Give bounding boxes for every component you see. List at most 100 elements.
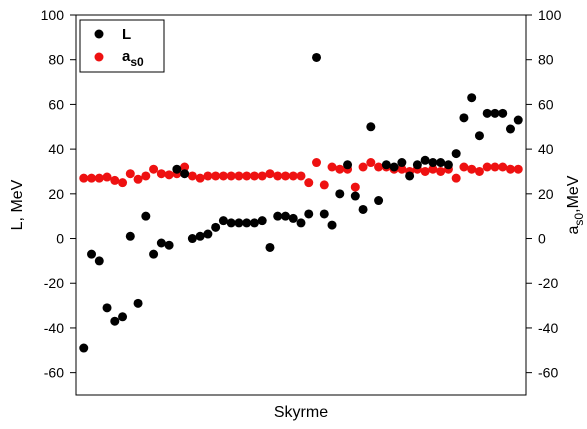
y-tick-label-right: 60 bbox=[538, 96, 554, 112]
data-point-as0 bbox=[327, 162, 337, 172]
data-point-l bbox=[490, 108, 500, 118]
data-point-l bbox=[141, 211, 151, 221]
data-point-as0 bbox=[226, 171, 236, 181]
data-point-as0 bbox=[118, 178, 128, 188]
y-tick-label-right: 20 bbox=[538, 186, 554, 202]
data-point-as0 bbox=[490, 162, 500, 172]
y-tick-label-right: 100 bbox=[538, 7, 562, 23]
data-point-l bbox=[87, 249, 97, 259]
data-point-l bbox=[195, 231, 205, 241]
y-tick-label-left: -40 bbox=[44, 320, 64, 336]
data-point-l bbox=[513, 115, 523, 125]
data-point-l bbox=[79, 343, 89, 353]
data-point-as0 bbox=[513, 164, 523, 174]
data-point-as0 bbox=[164, 170, 174, 180]
data-point-l bbox=[110, 316, 120, 326]
data-point-as0 bbox=[218, 171, 228, 181]
data-point-as0 bbox=[187, 171, 197, 181]
data-point-as0 bbox=[436, 166, 446, 176]
legend-marker-l bbox=[94, 29, 104, 39]
data-point-as0 bbox=[125, 169, 135, 179]
y-tick-label-left: -60 bbox=[44, 365, 64, 381]
data-point-as0 bbox=[474, 166, 484, 176]
legend-label-as0-sub: s0 bbox=[130, 55, 144, 69]
data-point-l bbox=[133, 298, 143, 308]
data-point-as0 bbox=[94, 173, 104, 183]
data-point-l bbox=[249, 218, 259, 228]
y-tick-label-left: 80 bbox=[48, 52, 64, 68]
y-tick-label-left: 100 bbox=[41, 7, 65, 23]
data-point-as0 bbox=[133, 174, 143, 184]
data-point-l bbox=[273, 211, 283, 221]
data-point-l bbox=[319, 209, 329, 219]
data-point-l bbox=[304, 209, 314, 219]
data-point-l bbox=[94, 256, 104, 266]
data-point-l bbox=[280, 211, 290, 221]
data-point-l bbox=[327, 220, 337, 230]
x-axis-title: Skyrme bbox=[274, 404, 328, 421]
data-point-as0 bbox=[156, 169, 166, 179]
data-point-l bbox=[218, 216, 228, 226]
plot-area-border bbox=[75, 14, 527, 396]
data-point-l bbox=[451, 149, 461, 159]
data-point-as0 bbox=[312, 158, 322, 168]
plot-frame bbox=[75, 14, 527, 396]
data-point-as0 bbox=[280, 171, 290, 181]
data-point-as0 bbox=[319, 180, 329, 190]
data-point-l bbox=[164, 240, 174, 250]
y-axis-right-title-main: a bbox=[565, 225, 582, 234]
data-point-as0 bbox=[288, 171, 298, 181]
data-point-l bbox=[242, 218, 252, 228]
data-point-as0 bbox=[366, 158, 376, 168]
legend-box bbox=[79, 19, 165, 73]
data-point-l bbox=[203, 229, 213, 239]
data-point-as0 bbox=[141, 171, 151, 181]
data-point-as0 bbox=[296, 171, 306, 181]
y-tick-label-right: 40 bbox=[538, 141, 554, 157]
data-point-l bbox=[156, 238, 166, 248]
data-point-as0 bbox=[79, 173, 89, 183]
y-tick-label-left: 0 bbox=[56, 231, 64, 247]
data-point-l bbox=[482, 108, 492, 118]
data-point-as0 bbox=[451, 173, 461, 183]
data-point-as0 bbox=[265, 169, 275, 179]
data-point-as0 bbox=[467, 164, 477, 174]
y-tick-label-right: -40 bbox=[538, 320, 558, 336]
data-point-as0 bbox=[211, 171, 221, 181]
data-point-l bbox=[467, 93, 477, 103]
data-point-as0 bbox=[203, 171, 213, 181]
data-point-as0 bbox=[149, 164, 159, 174]
data-point-as0 bbox=[498, 162, 508, 172]
data-point-l bbox=[343, 160, 353, 170]
data-point-l bbox=[405, 171, 415, 181]
data-point-l bbox=[428, 158, 438, 168]
data-point-as0 bbox=[505, 164, 515, 174]
data-point-l bbox=[350, 191, 360, 201]
legend: L as0 bbox=[79, 19, 165, 73]
y-tick-label-right: -20 bbox=[538, 275, 558, 291]
data-point-as0 bbox=[374, 162, 384, 172]
data-point-l bbox=[412, 160, 422, 170]
data-point-as0 bbox=[234, 171, 244, 181]
data-point-as0 bbox=[242, 171, 252, 181]
data-point-as0 bbox=[304, 178, 314, 188]
data-point-l bbox=[498, 108, 508, 118]
data-point-as0 bbox=[110, 175, 120, 185]
data-point-l bbox=[312, 52, 322, 62]
data-point-l bbox=[288, 213, 298, 223]
y-tick-label-right: -60 bbox=[538, 365, 558, 381]
data-point-as0 bbox=[459, 162, 469, 172]
y-tick-label-right: 0 bbox=[538, 231, 546, 247]
data-point-l bbox=[397, 158, 407, 168]
data-point-l bbox=[257, 216, 267, 226]
data-point-l bbox=[234, 218, 244, 228]
y-tick-label-right: 80 bbox=[538, 52, 554, 68]
data-point-as0 bbox=[102, 172, 112, 182]
data-point-l bbox=[474, 131, 484, 141]
legend-marker-as0 bbox=[94, 52, 104, 62]
data-point-l bbox=[102, 303, 112, 313]
data-point-l bbox=[125, 231, 135, 241]
data-point-as0 bbox=[358, 162, 368, 172]
data-point-as0 bbox=[257, 171, 267, 181]
